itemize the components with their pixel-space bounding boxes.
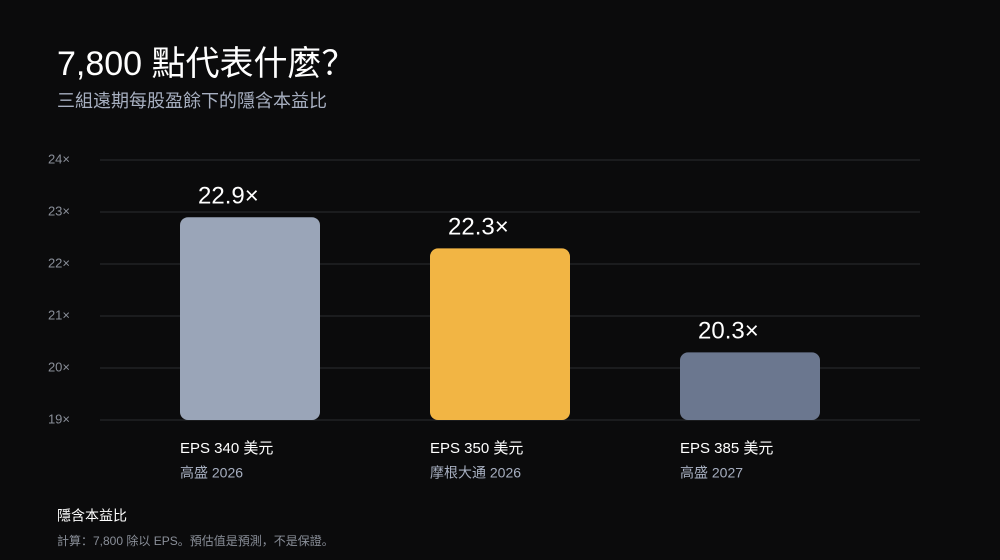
bar bbox=[180, 217, 320, 420]
y-tick-label: 19× bbox=[48, 411, 70, 426]
x-tick-label: EPS 340 美元 bbox=[180, 440, 273, 457]
chart-title: 7,800 點代表什麼？ bbox=[57, 45, 356, 83]
chart-subtitle: 三組遠期每股盈餘下的隱含本益比 bbox=[57, 91, 327, 111]
x-tick-label: EPS 385 美元 bbox=[680, 440, 773, 457]
value-label: 22.3× bbox=[448, 214, 509, 241]
bar bbox=[430, 248, 570, 420]
footer-title: 隱含本益比 bbox=[57, 508, 127, 524]
x-tick-note: 高盛 2026 bbox=[180, 465, 243, 481]
footer-note: 計算：7,800 除以 EPS。預估值是預測，不是保證。 bbox=[57, 533, 334, 548]
y-tick-label: 22× bbox=[48, 255, 70, 270]
value-label: 20.3× bbox=[698, 318, 759, 345]
y-tick-label: 20× bbox=[48, 359, 70, 374]
x-tick-label: EPS 350 美元 bbox=[430, 440, 523, 457]
x-tick-note: 高盛 2027 bbox=[680, 465, 743, 481]
y-tick-label: 24× bbox=[48, 151, 70, 166]
bar bbox=[680, 352, 820, 420]
value-label: 22.9× bbox=[198, 183, 259, 210]
y-tick-label: 23× bbox=[48, 203, 70, 218]
y-tick-label: 21× bbox=[48, 307, 70, 322]
x-tick-note: 摩根大通 2026 bbox=[430, 465, 521, 481]
